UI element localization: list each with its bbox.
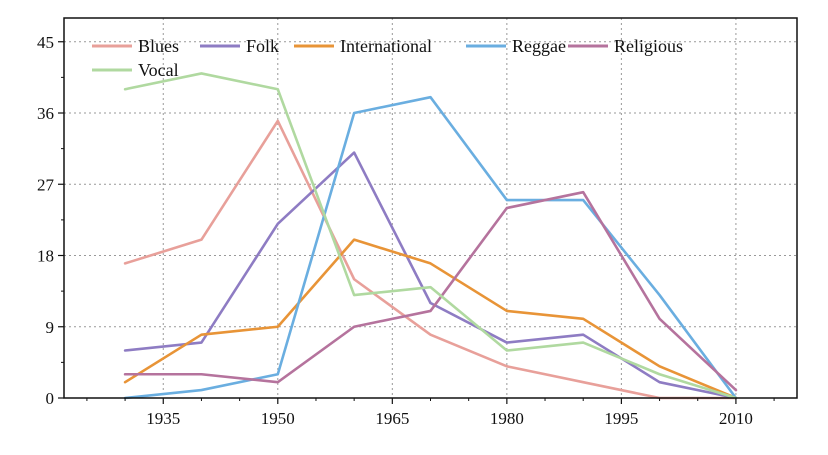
x-tick-label: 1995 [604, 409, 638, 428]
x-tick-label: 1965 [375, 409, 409, 428]
y-tick-label: 45 [37, 33, 54, 52]
y-tick-label: 27 [37, 175, 55, 194]
series-line-vocal [123, 72, 738, 400]
legend-label: Religious [614, 36, 683, 56]
y-tick-label: 0 [46, 389, 55, 408]
y-tick-label: 9 [46, 318, 55, 337]
series-line-blues [123, 119, 738, 400]
series-line-folk [123, 151, 738, 400]
legend-label: International [340, 36, 432, 56]
y-tick-label: 18 [37, 247, 54, 266]
x-tick-label: 1935 [146, 409, 180, 428]
legend-label: Folk [246, 36, 279, 56]
legend: Blues Folk International Reggae Religious Voc… [92, 36, 683, 80]
legend-label: Vocal [138, 60, 179, 80]
series-line-reggae [123, 95, 738, 400]
x-tick-label: 1950 [261, 409, 295, 428]
series-line-religious [123, 190, 738, 392]
legend-label: Reggae [512, 36, 566, 56]
series-line-international [123, 238, 738, 400]
legend-label: Blues [138, 36, 179, 56]
series-layer [123, 72, 738, 400]
x-tick-label: 2010 [719, 409, 753, 428]
x-tick-label: 1980 [490, 409, 524, 428]
y-tick-label: 36 [37, 104, 54, 123]
axis-ticks: 1935 1950 1965 1980 1995 2010 0 9 18 27 36 45 [37, 33, 775, 428]
